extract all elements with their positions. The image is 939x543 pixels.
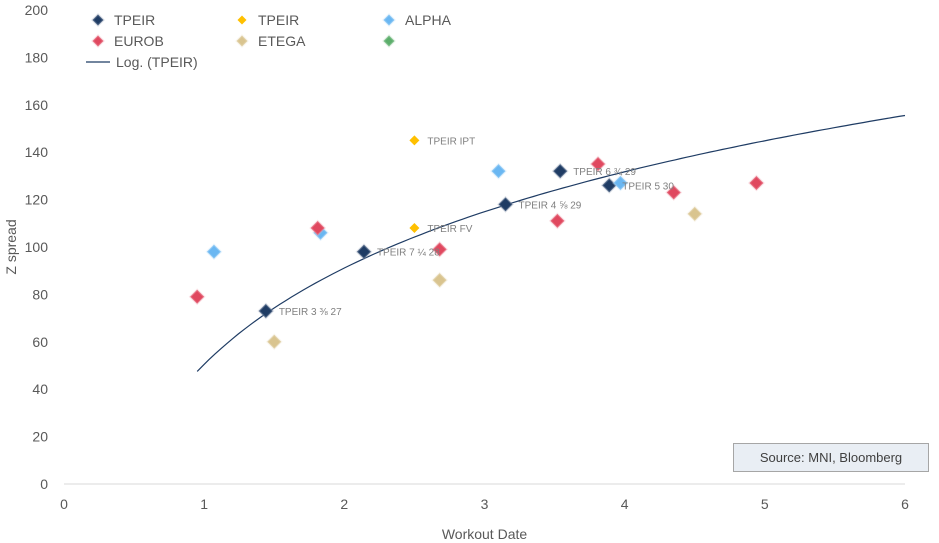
x-tick-label: 4 [621, 496, 629, 512]
data-point [490, 162, 507, 180]
point-annotation: TPEIR IPT [427, 136, 475, 147]
point-annotation: TPEIR 5 30 [622, 181, 674, 192]
data-point [431, 271, 449, 289]
point-annotation: TPEIR 6 ¾ 29 [573, 167, 636, 178]
legend-label: EUROB [114, 33, 164, 49]
legend-marker [235, 34, 249, 48]
y-tick-label: 20 [32, 429, 48, 445]
y-tick-label: 0 [40, 476, 48, 492]
point-annotation: TPEIR 7 ¼ 28 [377, 247, 440, 259]
legend-label: TPEIR [114, 12, 155, 28]
y-tick-label: 60 [32, 334, 48, 350]
legend-label: ETEGA [258, 33, 306, 49]
y-tick-label: 160 [25, 97, 49, 113]
data-point [409, 135, 420, 146]
data-point [205, 243, 223, 261]
data-point [409, 223, 420, 234]
data-point [589, 155, 607, 173]
y-tick-label: 200 [25, 2, 49, 18]
y-tick-label: 140 [25, 144, 49, 160]
y-axis-title: Z spread [3, 219, 19, 274]
x-tick-label: 6 [901, 496, 909, 512]
legend-label: TPEIR [258, 12, 299, 28]
trendline-layer [196, 114, 906, 372]
point-annotation: TPEIR FV [427, 224, 472, 235]
data-point [257, 302, 275, 320]
x-axis-title: Workout Date [442, 526, 528, 542]
legend-marker [382, 34, 396, 48]
legend-marker [382, 13, 396, 27]
x-tick-label: 0 [60, 496, 68, 512]
annotations-layer: TPEIR IPT TPEIR FV TPEIR 3 ⅜ 27 TPEIR 7 ¼ 2… [279, 136, 675, 318]
data-point [686, 205, 704, 223]
data-point [665, 184, 683, 201]
legend: TPEIR TPEIR ALPHA EUROB ETEGA Log. (TPEIR) [86, 12, 452, 70]
data-point [355, 243, 373, 261]
axes: 0 1 2 3 4 5 6020406080100120140160180200Workou… [3, 2, 909, 542]
data-point [548, 212, 566, 230]
data-point [748, 174, 765, 192]
legend-marker [91, 13, 105, 27]
legend-label: ALPHA [405, 12, 452, 28]
y-tick-label: 180 [25, 49, 49, 65]
data-point [497, 195, 514, 213]
legend-marker [91, 34, 105, 48]
x-tick-label: 1 [200, 496, 208, 512]
y-tick-label: 80 [32, 286, 48, 302]
legend-label: Log. (TPEIR) [116, 54, 198, 70]
points-layer [188, 135, 765, 351]
y-tick-label: 40 [32, 381, 48, 397]
data-point [265, 333, 283, 351]
data-point [612, 174, 629, 192]
data-point [551, 162, 569, 180]
source-box: Source: MNI, Bloomberg [733, 443, 929, 472]
legend-marker [237, 15, 247, 25]
x-tick-label: 2 [340, 496, 348, 512]
trendline [196, 114, 906, 372]
point-annotation: TPEIR 3 ⅜ 27 [279, 307, 342, 318]
data-point [188, 288, 206, 306]
x-tick-label: 5 [761, 496, 769, 512]
data-point [431, 240, 449, 258]
data-point [600, 176, 618, 194]
point-annotation: TPEIR 4 ⅝ 29 [519, 200, 582, 211]
x-tick-label: 3 [481, 496, 489, 512]
y-tick-label: 120 [25, 192, 49, 208]
y-tick-label: 100 [25, 239, 49, 255]
data-point [309, 219, 327, 237]
source-text: Source: MNI, Bloomberg [759, 450, 903, 465]
